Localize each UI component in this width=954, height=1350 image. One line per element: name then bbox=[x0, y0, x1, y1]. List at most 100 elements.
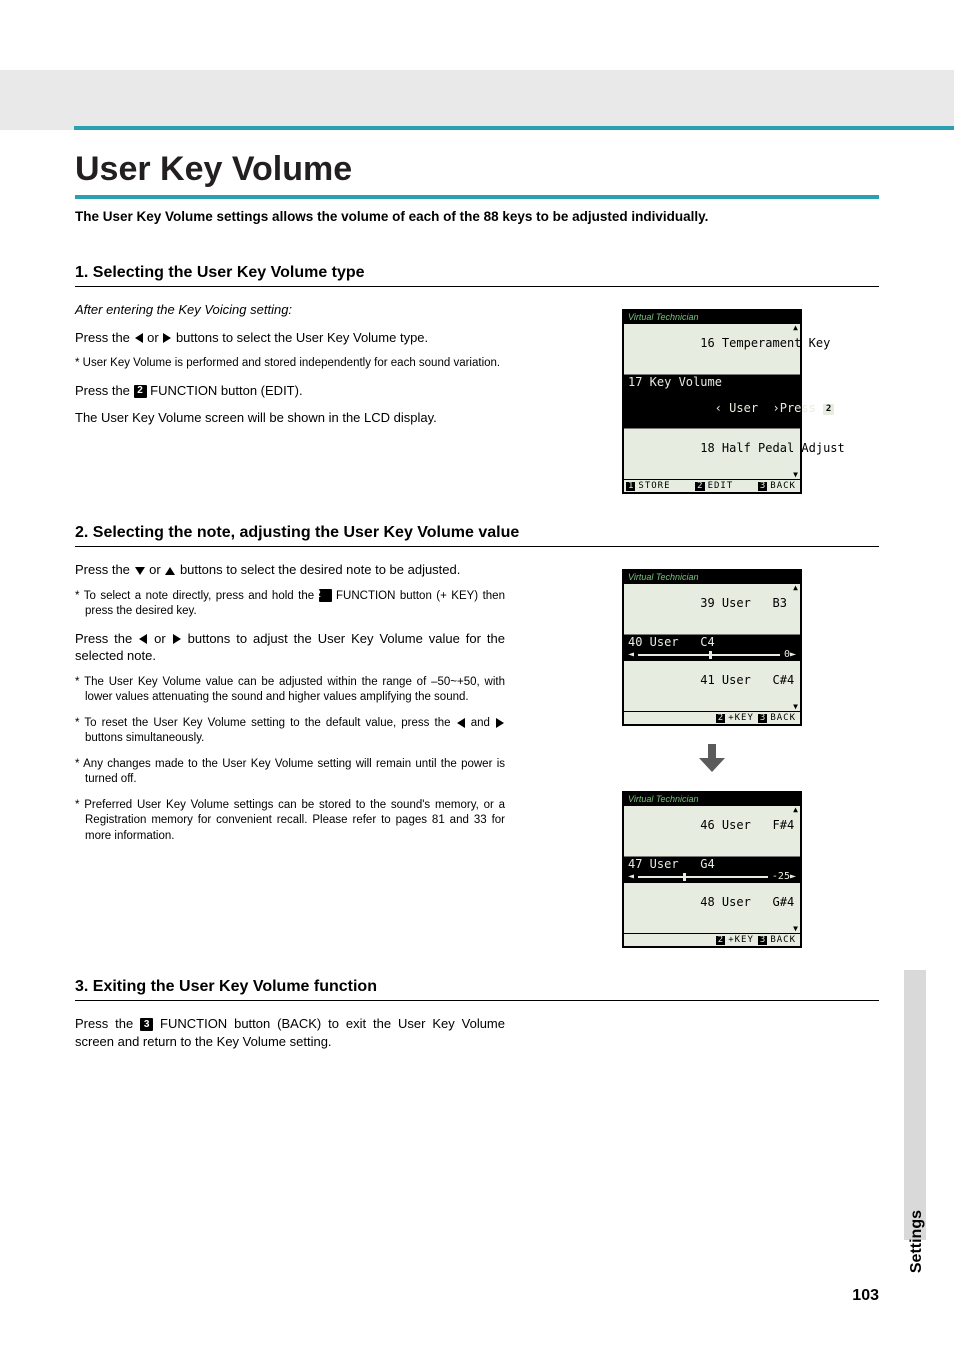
left-arrow-icon bbox=[138, 631, 148, 646]
text: Press the bbox=[75, 1016, 140, 1031]
text: FUNCTION button (EDIT). bbox=[150, 383, 302, 398]
n: 3 bbox=[758, 714, 767, 723]
scroll-up-icon: ▲ bbox=[793, 806, 798, 814]
t: BACK bbox=[768, 714, 798, 723]
badge-2-icon: 2 bbox=[134, 385, 147, 398]
text: Press the bbox=[75, 562, 134, 577]
section2-note5: * Preferred User Key Volume settings can… bbox=[75, 798, 505, 845]
lcd2b-foot-2: 3BACK bbox=[758, 936, 798, 945]
section2-p1: Press the or buttons to select the desir… bbox=[75, 561, 505, 579]
slider-track bbox=[638, 876, 768, 878]
text: buttons to select the User Key Volume ty… bbox=[176, 330, 428, 345]
lcd2a-foot-2: 3BACK bbox=[758, 714, 798, 723]
lcd2a-line1: 39 User B3 ▲ bbox=[624, 584, 800, 635]
section1-rule bbox=[75, 286, 879, 287]
scroll-down-icon: ▼ bbox=[793, 471, 798, 479]
slider-track bbox=[638, 654, 780, 656]
lcd1-footer: 1STORE 2EDIT 3BACK bbox=[624, 479, 800, 492]
slider-value: -25 bbox=[772, 872, 790, 882]
text: and bbox=[471, 717, 495, 729]
slider-left-icon: ◄ bbox=[628, 650, 634, 660]
lcd-screen-2b: Virtual Technician 46 User F#4 ▲ 47 User… bbox=[622, 791, 802, 948]
lcd2b-line1: 46 User F#4 ▲ bbox=[624, 806, 800, 857]
n: 2 bbox=[716, 714, 725, 723]
lcd-badge-2-icon: 2 bbox=[823, 404, 834, 415]
lcd2a-line2: 40 User C4 bbox=[624, 635, 800, 649]
section1-note1: * User Key Volume is performed and store… bbox=[75, 356, 505, 372]
section1-p2: Press the or buttons to select the User … bbox=[75, 329, 505, 347]
n: 2 bbox=[716, 936, 725, 945]
right-arrow-icon bbox=[172, 631, 182, 646]
text: buttons to select the desired note to be… bbox=[180, 562, 460, 577]
n: 2 bbox=[695, 482, 704, 491]
t: BACK bbox=[768, 936, 798, 945]
lcd2a-slider: ◄ 0 ► bbox=[624, 649, 800, 661]
t: EDIT bbox=[706, 482, 736, 491]
text: Press the bbox=[75, 330, 134, 345]
section1-p1: After entering the Key Voicing setting: bbox=[75, 301, 505, 319]
title-rule bbox=[75, 195, 879, 199]
lcd1-line1: 16 Temperament Key ▲ bbox=[624, 324, 800, 375]
lcd-screen-2a: Virtual Technician 39 User B3 ▲ 40 User … bbox=[622, 569, 802, 726]
lcd2b-line2: 47 User G4 bbox=[624, 857, 800, 871]
badge-3-icon: 3 bbox=[140, 1018, 153, 1031]
scroll-down-icon: ▼ bbox=[793, 925, 798, 933]
t: STORE bbox=[636, 482, 672, 491]
header-gray-band bbox=[0, 70, 954, 126]
lcd1-header: Virtual Technician bbox=[624, 311, 800, 324]
section2-note4: * Any changes made to the User Key Volum… bbox=[75, 757, 505, 788]
section2-left: Press the or buttons to select the desir… bbox=[75, 561, 505, 948]
side-tab-label: Settings bbox=[908, 1210, 926, 1273]
lcd-screen-1: Virtual Technician 16 Temperament Key ▲ … bbox=[622, 309, 802, 494]
lcd1-line2: 17 Key Volume bbox=[624, 375, 800, 389]
slider-left-icon: ◄ bbox=[628, 872, 634, 882]
section2-p2: Press the or buttons to adjust the User … bbox=[75, 630, 505, 665]
page-number: 103 bbox=[852, 1287, 879, 1305]
lcd2b-foot-1: 2+KEY bbox=[716, 936, 756, 945]
section1-heading: 1. Selecting the User Key Volume type bbox=[75, 264, 879, 282]
t: +KEY bbox=[726, 936, 756, 945]
lcd1-foot-1: 1STORE bbox=[626, 482, 673, 491]
down-arrow-icon bbox=[134, 562, 146, 577]
lcd1-foot-3: 3BACK bbox=[758, 482, 798, 491]
section1-p3: Press the 2 FUNCTION button (EDIT). bbox=[75, 382, 505, 400]
section3-p1: Press the 3 FUNCTION button (BACK) to ex… bbox=[75, 1015, 505, 1050]
lcd1-line2b: ‹ User ›Press 2 bbox=[624, 389, 800, 429]
text: * To reset the User Key Volume setting t… bbox=[75, 717, 456, 729]
lcd2a-footer: 2+KEY 3BACK bbox=[624, 711, 800, 724]
left-arrow-icon bbox=[134, 330, 144, 345]
lcd2b-slider: ◄ -25 ► bbox=[624, 871, 800, 883]
t: +KEY bbox=[726, 714, 756, 723]
page-content: User Key Volume The User Key Volume sett… bbox=[75, 150, 879, 1060]
text: or bbox=[149, 562, 164, 577]
page-title: User Key Volume bbox=[75, 150, 879, 189]
text: buttons simultaneously. bbox=[85, 732, 204, 744]
scroll-up-icon: ▲ bbox=[793, 324, 798, 332]
n: 1 bbox=[626, 482, 635, 491]
lcd1-line3: 18 Half Pedal Adjust ▼ bbox=[624, 429, 800, 479]
section2-note3: * To reset the User Key Volume setting t… bbox=[75, 716, 505, 747]
section2-body: Press the or buttons to select the desir… bbox=[75, 561, 879, 948]
slider-right-icon: ► bbox=[790, 650, 796, 660]
section1-right: Virtual Technician 16 Temperament Key ▲ … bbox=[545, 301, 879, 494]
text: Press the bbox=[75, 383, 134, 398]
text: or bbox=[154, 631, 172, 646]
lcd2b-header: Virtual Technician bbox=[624, 793, 800, 806]
text: Press the bbox=[75, 631, 138, 646]
scroll-down-icon: ▼ bbox=[793, 703, 798, 711]
scroll-up-icon: ▲ bbox=[793, 584, 798, 592]
text: * To select a note directly, press and h… bbox=[75, 590, 319, 602]
section2-note1: * To select a note directly, press and h… bbox=[75, 589, 505, 620]
lcd1-foot-2: 2EDIT bbox=[695, 482, 735, 491]
lcd2a-foot-1: 2+KEY bbox=[716, 714, 756, 723]
text: or bbox=[147, 330, 162, 345]
text: ‹ User ›Press bbox=[700, 401, 823, 415]
header-teal-rule bbox=[0, 126, 954, 130]
intro-text: The User Key Volume settings allows the … bbox=[75, 209, 879, 224]
text: 48 User G#4 bbox=[700, 895, 794, 909]
section3-body: Press the 3 FUNCTION button (BACK) to ex… bbox=[75, 1015, 879, 1060]
right-arrow-icon bbox=[495, 717, 505, 729]
section1-body: After entering the Key Voicing setting: … bbox=[75, 301, 879, 494]
lcd2b-footer: 2+KEY 3BACK bbox=[624, 933, 800, 946]
text: 16 Temperament Key bbox=[700, 336, 830, 350]
